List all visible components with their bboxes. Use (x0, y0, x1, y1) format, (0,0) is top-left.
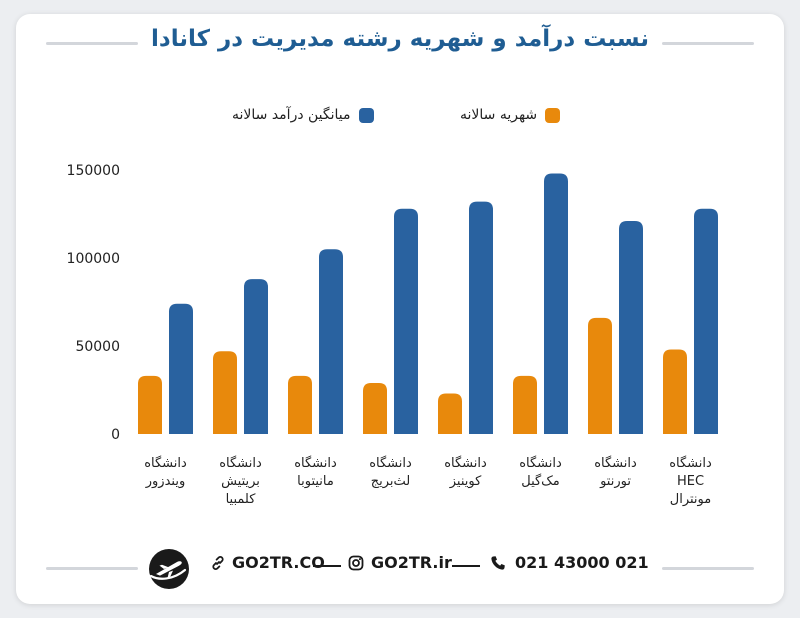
phone-text: 021 43000 021 (515, 553, 649, 572)
bar-income (319, 249, 343, 434)
category-label: دانشگاه (219, 455, 262, 471)
y-tick-label: 50000 (75, 339, 120, 355)
title-divider-right (662, 42, 754, 45)
bar-income (694, 208, 718, 434)
legend-swatch-income (358, 107, 374, 123)
category-label: دانشگاه (294, 455, 337, 471)
category-label: ویندزور (145, 474, 185, 489)
category-label: مک‌گیل (521, 473, 560, 489)
airplane-logo-icon (149, 549, 189, 589)
legend-label-income: میانگین درآمد سالانه (232, 107, 351, 123)
website-contact[interactable]: GO2TR.CO (210, 553, 325, 572)
bar-income (394, 208, 418, 434)
footer: GO2TR.CO GO2TR.ir 021 43000 021 (0, 548, 800, 584)
category-label: دانشگاه (519, 455, 562, 471)
category-label: مونترال (670, 492, 711, 507)
category-label: دانشگاه (369, 455, 412, 471)
title-divider-left (46, 42, 138, 45)
website-text: GO2TR.CO (232, 553, 325, 572)
category-label: لث‌بریج (371, 474, 411, 489)
link-icon (212, 555, 224, 570)
bar-tuition (363, 382, 387, 434)
category-label: بریتیش (221, 474, 260, 489)
bar-tuition (213, 351, 237, 434)
legend-swatch-tuition (545, 107, 561, 123)
bar-income (544, 173, 568, 434)
category-label: مانیتوبا (297, 474, 334, 489)
category-label: دانشگاه (669, 455, 712, 471)
chart-title: نسبت درآمد و شهریه رشته مدیریت در کانادا (151, 26, 649, 52)
instagram-icon (348, 555, 364, 570)
title-row: نسبت درآمد و شهریه رشته مدیریت در کانادا (0, 26, 800, 60)
category-label: کوینیز (449, 474, 482, 489)
category-label: دانشگاه (444, 455, 487, 471)
instagram-text: GO2TR.ir (371, 553, 452, 572)
y-tick-label: 150000 (67, 163, 120, 179)
y-tick-label: 0 (111, 427, 120, 443)
category-label: دانشگاه (144, 455, 187, 471)
bar-income (619, 221, 643, 434)
bar-income (169, 303, 193, 434)
category-label: دانشگاه (594, 455, 637, 471)
footer-dash-2 (452, 565, 480, 567)
legend-label-tuition: شهریه سالانه (460, 107, 538, 123)
phone-icon (491, 555, 505, 570)
legend-item-income: میانگین درآمد سالانه (232, 104, 374, 126)
bar-tuition (438, 393, 462, 434)
bar-tuition (288, 375, 312, 434)
footer-divider-left (46, 567, 138, 570)
legend-item-tuition: شهریه سالانه (460, 104, 561, 126)
bar-tuition (588, 317, 612, 434)
bar-tuition (138, 375, 162, 434)
phone-contact[interactable]: 021 43000 021 (490, 553, 649, 572)
bar-income (469, 201, 493, 434)
y-tick-label: 100000 (67, 251, 120, 267)
instagram-contact[interactable]: GO2TR.ir (348, 553, 452, 572)
category-label: HEC (677, 474, 704, 489)
bar-tuition (513, 375, 537, 434)
bar-income (244, 279, 268, 434)
bar-tuition (663, 349, 687, 434)
category-label: کلمبیا (226, 492, 257, 507)
footer-dash-1 (313, 565, 341, 567)
category-label: تورنتو (599, 474, 631, 489)
footer-divider-right (662, 567, 754, 570)
